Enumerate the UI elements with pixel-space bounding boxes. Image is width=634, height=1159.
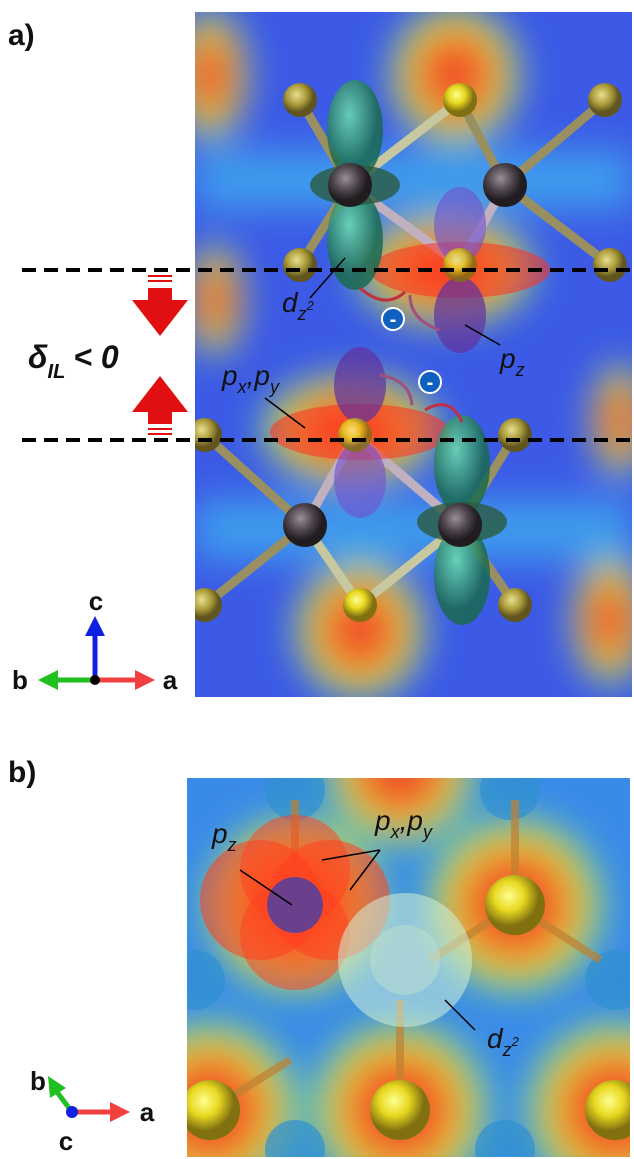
subscript: IL — [48, 361, 66, 383]
axis-label: b — [30, 1066, 46, 1096]
axis-label: a — [140, 1097, 155, 1127]
panel-label: b) — [8, 756, 36, 789]
base: d — [487, 1023, 504, 1054]
relation: < 0 — [73, 339, 119, 375]
delta-label: δIL < 0 — [28, 339, 119, 383]
axes-b: b a c — [30, 1066, 155, 1156]
base: p — [221, 360, 238, 391]
sup: 2 — [511, 1034, 520, 1049]
base: p — [406, 805, 423, 836]
charge: - — [390, 309, 397, 331]
density-map: - - — [170, 0, 634, 705]
axis-label: a — [163, 665, 178, 695]
axis-label: b — [12, 665, 28, 695]
compression-arrows — [132, 276, 188, 434]
panel-a: a) — [8, 0, 634, 705]
sup: 2 — [306, 298, 315, 313]
panel-b: b) pz px,py dz2 — [8, 690, 634, 1159]
comma: , — [400, 805, 408, 836]
base: d — [282, 287, 299, 318]
base: p — [499, 343, 516, 374]
panel-label: a) — [8, 19, 35, 52]
axis-label: c — [89, 586, 103, 616]
axis-label: c — [59, 1126, 73, 1156]
sub: y — [421, 822, 433, 842]
sub: z — [227, 835, 237, 855]
base: p — [374, 805, 391, 836]
figure: a) — [0, 0, 634, 1159]
base: p — [211, 818, 228, 849]
density-map — [115, 690, 634, 1159]
sub: z — [515, 360, 525, 380]
sub: z — [297, 304, 307, 324]
sub: y — [268, 377, 280, 397]
charge: - — [427, 372, 434, 394]
symbol: δ — [28, 339, 48, 375]
sub: z — [502, 1040, 512, 1060]
base: p — [253, 360, 270, 391]
comma: , — [247, 360, 255, 391]
axes-a: c b a — [12, 586, 178, 695]
